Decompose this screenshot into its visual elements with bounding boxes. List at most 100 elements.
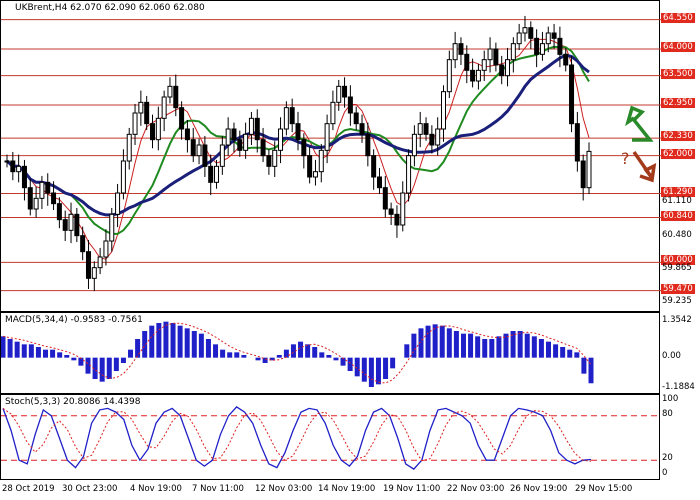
stochastic-canvas <box>1 406 661 470</box>
stoch-signal-line <box>2 407 592 462</box>
time-tick-label: 30 Oct 23:00 <box>62 484 118 494</box>
macd-bar <box>305 344 311 358</box>
stochastic-pane[interactable]: Stoch(5,3,3) 20.8086 14.4398 <box>0 394 661 480</box>
macd-bar <box>149 325 155 358</box>
macd-bar <box>383 357 389 379</box>
candle-body <box>318 149 324 173</box>
candle-body <box>10 160 16 173</box>
macd-bar <box>319 352 325 358</box>
candle-body <box>56 203 62 221</box>
macd-bar <box>135 339 141 358</box>
macd-bar <box>262 357 268 363</box>
macd-bar <box>510 331 516 358</box>
candle-body <box>126 133 132 162</box>
macd-bar <box>255 357 261 361</box>
macd-bar <box>312 347 318 358</box>
macd-bar <box>298 341 304 358</box>
macd-bar <box>1 336 6 358</box>
candle-body <box>97 256 103 269</box>
macd-tick-label: 1.3542 <box>662 314 692 325</box>
price-level-label: 62.330 <box>661 131 695 142</box>
candle-body <box>510 43 516 61</box>
macd-bar <box>588 357 594 384</box>
candle-body <box>45 181 51 194</box>
macd-bar <box>78 357 84 366</box>
candle-body <box>132 112 138 135</box>
macd-bar <box>482 339 488 358</box>
candle-body <box>551 32 557 39</box>
macd-canvas <box>1 321 594 387</box>
chart-header: UKBrent,H4 62.070 62.090 62.060 62.080 <box>15 3 205 13</box>
candle-body <box>534 37 540 55</box>
candle-body <box>499 64 505 77</box>
candle-body <box>464 53 470 71</box>
candle-body <box>219 144 225 167</box>
candle-body <box>435 128 441 146</box>
candle-body <box>324 123 330 151</box>
candle-body <box>574 123 580 162</box>
candle-body <box>539 43 545 55</box>
macd-bar <box>290 344 296 358</box>
macd-signal-line <box>2 322 592 384</box>
macd-bar <box>361 357 367 382</box>
time-tick-label: 7 Nov 11:00 <box>192 484 244 494</box>
macd-bar <box>553 344 559 358</box>
macd-bar <box>531 336 537 358</box>
macd-bar <box>85 357 91 374</box>
candle-body <box>441 91 446 130</box>
candle-body <box>347 96 353 114</box>
candle-body <box>179 107 185 130</box>
candle-body <box>254 117 260 141</box>
candle-body <box>248 117 254 135</box>
candle-body <box>155 117 161 141</box>
candle-body <box>376 176 382 189</box>
price-level-label: 63.500 <box>661 68 695 79</box>
candle-body <box>493 48 499 66</box>
macd-bar <box>205 339 211 358</box>
candle-body <box>80 235 86 253</box>
price-axis: 64.550 64.000 63.500 62.950 62.330 62.000 61.2… <box>660 0 700 312</box>
time-tick-label: 26 Nov 19:00 <box>510 484 568 494</box>
macd-bar <box>142 331 148 358</box>
price-level-label: 60.840 <box>661 210 695 221</box>
candle-body <box>563 53 569 66</box>
candle-body <box>208 165 214 183</box>
macd-pane[interactable]: MACD(5,34,4) -0.9583 -0.7561 <box>0 312 660 394</box>
candle-body <box>417 123 423 135</box>
candle-body <box>74 213 80 237</box>
price-level-label: 64.550 <box>661 12 695 23</box>
macd-bar <box>43 349 49 358</box>
price-tick-label: 61.110 <box>662 196 692 207</box>
price-level-label: 62.950 <box>661 98 695 108</box>
macd-bar <box>28 344 34 358</box>
candle-body <box>475 69 481 82</box>
macd-axis: 1.3542 0.00 -1.1884 <box>660 312 700 394</box>
macd-bar <box>57 352 63 358</box>
macd-bar <box>213 344 219 358</box>
candle-body <box>16 165 22 173</box>
macd-bar <box>106 357 112 379</box>
candle-body <box>586 150 592 189</box>
candle-body <box>184 128 190 141</box>
macd-bar <box>191 331 197 358</box>
macd-tick-label: -1.1884 <box>662 382 695 393</box>
candle-body <box>51 192 57 205</box>
stoch-tick-label: 20 <box>662 453 673 464</box>
stoch-axis: 100 80 20 0 <box>660 394 700 480</box>
candle-body <box>557 37 563 55</box>
candle-body <box>150 123 155 141</box>
candle-body <box>278 128 284 151</box>
stoch-tick-label: 80 <box>662 408 673 419</box>
price-chart-pane[interactable]: UKBrent,H4 62.070 62.090 62.060 62.080 <box>0 0 661 312</box>
price-tick-label: 59.235 <box>662 296 692 307</box>
time-tick-label: 29 Nov 15:00 <box>575 484 633 494</box>
macd-bar <box>64 355 70 358</box>
stoch-main-line <box>2 406 592 470</box>
candle-body <box>85 251 91 279</box>
macd-bar <box>503 333 509 358</box>
macd-bar <box>496 336 502 358</box>
price-level-label: 62.000 <box>661 148 695 159</box>
candle-body <box>400 192 406 226</box>
macd-bar <box>524 333 530 358</box>
price-tick-label: 60.480 <box>662 229 692 240</box>
